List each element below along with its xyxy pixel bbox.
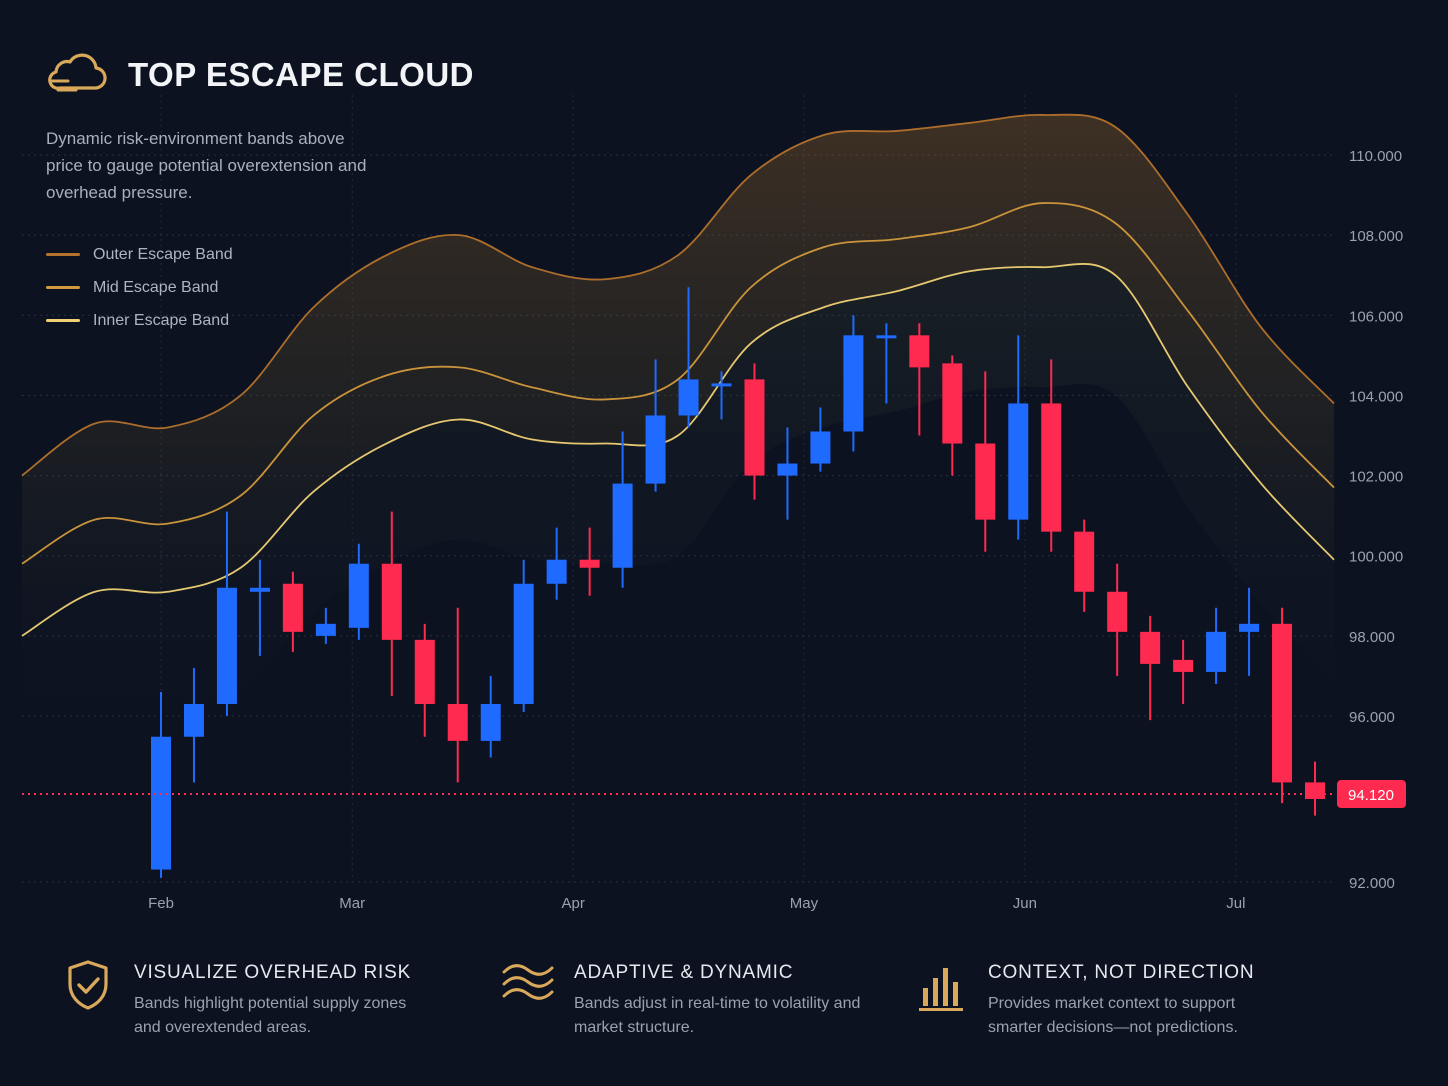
candle xyxy=(909,323,930,436)
legend-swatch-outer xyxy=(46,253,80,256)
y-tick-label: 102.000 xyxy=(1349,469,1403,486)
shield-check-icon xyxy=(60,958,116,1014)
escape-cloud-haze xyxy=(22,263,1334,756)
candle xyxy=(249,559,270,656)
candle xyxy=(810,407,831,472)
feature-row: VISUALIZE OVERHEAD RISK Bands highlight … xyxy=(0,958,1448,1058)
candle xyxy=(381,511,402,696)
candle xyxy=(612,431,633,588)
feature-desc: Bands adjust in real-time to volatility … xyxy=(574,995,861,1036)
page-subtitle: Dynamic risk-environment bands above pri… xyxy=(46,129,367,202)
candle xyxy=(975,371,996,552)
candle xyxy=(579,527,600,596)
feature-desc: Provides market context to support smart… xyxy=(988,995,1238,1036)
candle xyxy=(282,571,303,652)
feature-context: CONTEXT, NOT DIRECTION Provides market c… xyxy=(914,958,1288,1040)
candle xyxy=(1107,563,1128,676)
candle xyxy=(1272,607,1293,804)
y-tick-label: 106.000 xyxy=(1349,308,1403,325)
candle xyxy=(1173,639,1194,704)
mid-escape-band xyxy=(21,202,1335,565)
legend-item-outer: Outer Escape Band xyxy=(46,238,233,271)
y-tick-label: 92.000 xyxy=(1349,875,1395,892)
escape-cloud-fill xyxy=(22,114,1334,636)
x-tick-label: Feb xyxy=(148,895,174,912)
cloud-icon xyxy=(46,50,108,99)
candle xyxy=(447,607,468,783)
candle xyxy=(1305,761,1325,816)
outer-escape-band xyxy=(21,113,1335,477)
last-price-label: 94.120 xyxy=(1348,787,1394,804)
candle xyxy=(777,427,798,520)
x-tick-label: Jun xyxy=(1013,895,1037,912)
x-tick-label: Mar xyxy=(339,895,365,912)
y-tick-label: 104.000 xyxy=(1349,388,1403,405)
last-price-badge: 94.120 xyxy=(1337,780,1406,809)
legend: Outer Escape Band Mid Escape Band Inner … xyxy=(46,238,233,337)
y-tick-label: 100.000 xyxy=(1349,549,1403,566)
candle xyxy=(1074,519,1095,612)
legend-item-inner: Inner Escape Band xyxy=(46,304,233,337)
candle xyxy=(1239,587,1260,676)
legend-label: Outer Escape Band xyxy=(93,245,233,263)
legend-swatch-mid xyxy=(46,286,80,289)
candle xyxy=(480,675,501,758)
candle xyxy=(183,667,204,783)
x-tick-label: Jul xyxy=(1226,895,1245,912)
candle xyxy=(513,559,534,712)
feature-title: VISUALIZE OVERHEAD RISK xyxy=(134,962,412,983)
feature-title: CONTEXT, NOT DIRECTION xyxy=(988,962,1255,983)
candle xyxy=(678,287,699,428)
feature-desc: Bands highlight potential supply zones a… xyxy=(134,995,407,1036)
y-tick-label: 98.000 xyxy=(1349,629,1395,646)
x-tick-label: May xyxy=(790,895,819,912)
candle xyxy=(546,527,567,600)
bar-chart-icon xyxy=(914,958,970,1014)
legend-item-mid: Mid Escape Band xyxy=(46,271,233,304)
legend-label: Mid Escape Band xyxy=(93,278,219,296)
candle xyxy=(1140,615,1161,721)
candle xyxy=(414,623,435,737)
candle xyxy=(1206,607,1227,684)
candle xyxy=(876,323,897,404)
page-title: TOP ESCAPE CLOUD xyxy=(128,55,475,93)
y-tick-label: 110.000 xyxy=(1349,148,1402,165)
y-tick-label: 108.000 xyxy=(1349,228,1403,245)
candle xyxy=(942,355,963,476)
candle xyxy=(348,543,369,640)
candle xyxy=(315,607,336,644)
waves-icon xyxy=(500,958,556,1014)
y-tick-label: 96.000 xyxy=(1349,709,1395,726)
feature-overhead-risk: VISUALIZE OVERHEAD RISK Bands highlight … xyxy=(60,958,434,1040)
header: TOP ESCAPE CLOUD xyxy=(46,50,474,99)
candle xyxy=(1041,359,1062,552)
candle xyxy=(744,363,765,500)
feature-title: ADAPTIVE & DYNAMIC xyxy=(574,962,794,983)
candle xyxy=(645,359,666,492)
legend-swatch-inner xyxy=(46,319,80,322)
candle xyxy=(711,371,732,420)
feature-adaptive: ADAPTIVE & DYNAMIC Bands adjust in real-… xyxy=(500,958,874,1040)
candle xyxy=(216,511,237,716)
candle xyxy=(843,315,864,452)
candle xyxy=(1008,335,1029,540)
legend-label: Inner Escape Band xyxy=(93,311,230,329)
x-tick-label: Apr xyxy=(561,895,584,912)
inner-escape-band xyxy=(21,263,1335,637)
candle xyxy=(151,691,171,878)
